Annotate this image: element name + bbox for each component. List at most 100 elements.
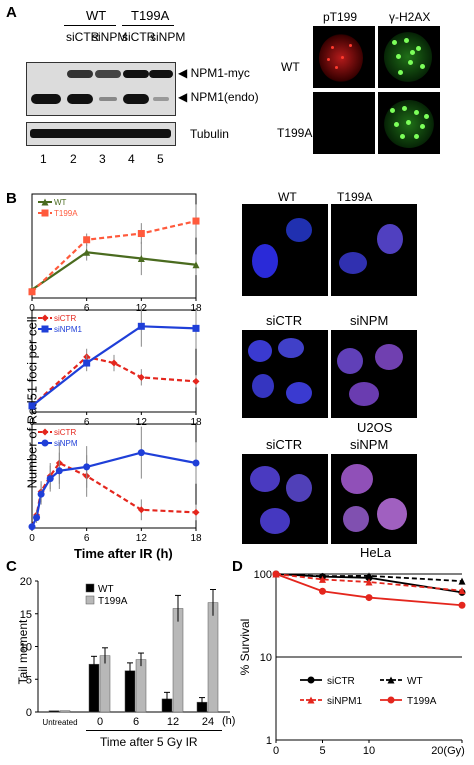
data-point-WT (83, 248, 91, 256)
panel-b-xlabel: Time after IR (h) (74, 546, 173, 561)
img-label-sinpm-2: siNPM (350, 437, 389, 452)
western-blot-npm1 (26, 62, 176, 116)
series-line-WT (31, 251, 197, 291)
panel-d-label: D (232, 558, 243, 575)
data-point-siNPM (46, 475, 54, 483)
series-line-siNPM1 (275, 573, 463, 592)
data-point-T199A (192, 217, 200, 225)
arrow-npm1-endo-label: NPM1(endo) (190, 90, 259, 104)
legend-label: T199A (98, 596, 128, 607)
series-line-siNPM1 (31, 325, 197, 407)
group-t199a-label: T199A (131, 8, 170, 23)
tubulin-label: Tubulin (190, 127, 229, 141)
panel-b-label: B (6, 190, 17, 207)
data-point-siNPM1 (137, 322, 145, 330)
legend-swatch (85, 595, 95, 605)
series-line-siNPM (31, 451, 197, 528)
data-point-T199A (458, 601, 466, 609)
data-point-siNPM (33, 514, 41, 522)
plot-frame (31, 193, 197, 299)
x-tick-label: Untreated (42, 718, 77, 727)
series-line-T199A (275, 573, 463, 607)
x-tick-label: 0 (273, 745, 279, 757)
micro-header-h2ax: γ-H2AX (389, 10, 431, 24)
panel-c-xlabel: Time after 5 Gy IR (100, 735, 198, 749)
lane-number-3: 3 (99, 152, 106, 166)
band-npm1-endo-lane5 (153, 97, 169, 101)
data-point-siNPM (83, 463, 91, 471)
data-point-WT (137, 254, 145, 262)
legend-marker (41, 325, 49, 333)
data-point-siCTR (137, 373, 145, 381)
x-tick-label: 6 (84, 533, 90, 544)
legend-label: siNPM (54, 439, 78, 448)
lane-label-1: siCTR (66, 30, 100, 44)
img-label-sinpm-1: siNPM (350, 313, 389, 328)
x-tick-label: 18 (190, 533, 202, 544)
micrograph-b-sinpm-u2os (331, 330, 417, 418)
legend-label: siCTR (327, 676, 355, 687)
data-point-WT (458, 577, 466, 585)
micrograph-wt-h2ax (378, 26, 440, 88)
data-point-siNPM (137, 449, 145, 457)
x-tick-label: 0 (29, 417, 35, 428)
data-point-T199A (83, 236, 91, 244)
bar-WT (48, 710, 60, 713)
chart-b3-hela: 0 6 12 18 siCTR siNPM (28, 423, 202, 544)
data-point-siNPM1 (365, 578, 373, 586)
chart-b2-sictr-sinpm1: 0 6 12 18 siCTR siNPM1 (28, 305, 202, 428)
x-tick-label: 0 (97, 716, 103, 728)
img-label-wt: WT (278, 190, 297, 204)
legend-label: T199A (407, 696, 437, 707)
x-tick-label: 6 (84, 417, 90, 428)
img-label-u2os: U2OS (357, 420, 393, 435)
img-label-sictr-2: siCTR (266, 437, 303, 452)
bar-T199A (172, 608, 184, 713)
legend-label: siNPM1 (54, 325, 83, 334)
legend-label: WT (98, 584, 114, 595)
legend-marker (307, 676, 315, 684)
band-npm1-endo-lane1 (31, 94, 61, 104)
x-tick-label: 20(Gy) (431, 745, 465, 757)
data-point-siCTR (110, 359, 118, 367)
y-tick-label: 1 (266, 735, 272, 747)
img-label-hela: HeLa (360, 545, 392, 560)
data-point-siCTR (192, 508, 200, 516)
data-point-T199A (272, 570, 280, 578)
bar-T199A (207, 602, 219, 713)
data-point-siCTR (137, 506, 145, 514)
arrow-npm1-myc-label: NPM1-myc (190, 66, 250, 80)
x-tick-label: 12 (136, 417, 148, 428)
x-tick-label: 12 (136, 533, 148, 544)
micrograph-b-sinpm-hela (331, 454, 417, 544)
micrograph-wt-pt199 (313, 26, 375, 88)
y-tick-label: 10 (20, 642, 32, 654)
data-point-T199A (365, 594, 373, 602)
y-tick-label: 100 (254, 569, 272, 581)
panel-a-label: A (6, 4, 17, 21)
band-npm1-endo-lane2 (67, 94, 93, 104)
panel-c-label: C (6, 558, 17, 575)
micrograph-t199a-pt199 (313, 92, 375, 154)
legend-marker (41, 209, 49, 217)
lane-label-3: siCTR (122, 30, 156, 44)
panel-c-time-bracket (86, 730, 222, 731)
bar-T199A (59, 710, 71, 713)
data-point-siCTR (192, 377, 200, 385)
y-tick-label: 5 (26, 674, 32, 686)
arrow-npm1-myc: ◀ NPM1-myc (178, 66, 250, 80)
x-tick-label: 12 (167, 716, 179, 728)
data-point-WT (365, 572, 373, 580)
data-point-WT (192, 261, 200, 269)
micrograph-t199a-h2ax (378, 92, 440, 154)
lane-number-1: 1 (40, 152, 47, 166)
legend-label: WT (54, 198, 67, 207)
data-point-siNPM (28, 523, 36, 531)
data-point-siNPM1 (192, 324, 200, 332)
lane-number-2: 2 (70, 152, 77, 166)
group-wt-label: WT (86, 8, 107, 23)
band-npm1-endo-lane4 (123, 94, 149, 104)
micro-row-t199a: T199A (277, 126, 313, 140)
lane-number-4: 4 (128, 152, 135, 166)
